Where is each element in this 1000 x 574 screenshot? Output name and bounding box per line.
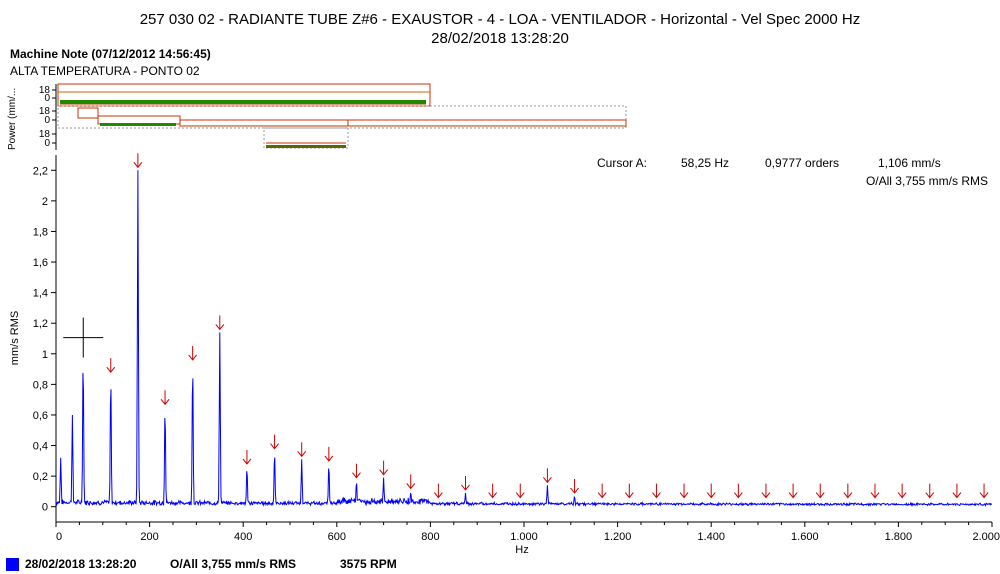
y-tick-label: 1,4 [33,288,48,300]
chart-title: 257 030 02 - RADIANTE TUBE Z#6 - EXAUSTO… [139,11,861,28]
cursor-hz: 58,25 Hz [681,156,730,170]
x-tick-label: 1.600 [791,531,819,543]
legend-footer: 28/02/2018 13:28:20 O/All 3,755 mm/s RMS… [0,554,1000,574]
power-ylabel: Power (mm/... [7,88,18,150]
x-tick-label: 1.000 [510,531,538,543]
power-band-3-fill [266,145,346,148]
series-color-swatch [6,558,19,571]
x-tick-label: 400 [234,531,252,543]
x-tick-label: 2.000 [972,531,1000,543]
legend-rpm: 3575 RPM [340,557,397,571]
y-tick-label: 0,8 [33,379,48,391]
x-tick-label: 1.400 [697,531,725,543]
harmonic-marker-arrow [952,483,962,499]
x-axis-label: Hz [515,544,528,556]
cursor-a-crosshair[interactable] [63,317,104,358]
legend-date: 28/02/2018 13:28:20 [25,557,137,571]
legend-overall: O/All 3,755 mm/s RMS [170,557,297,571]
y-tick-label: 1 [42,349,48,361]
y-tick-label: 0 [42,502,48,514]
power-band-2-box-a [77,107,99,119]
power-tick-label: 0 [44,138,50,149]
cursor-label: Cursor A: [597,156,648,170]
x-tick-label: 1.800 [885,531,913,543]
y-axis-label: mm/s RMS [9,311,21,365]
power-tick-label: 0 [44,115,50,126]
harmonic-marker-arrow [979,483,989,499]
cursor-orders: 0,9777 orders [765,156,840,170]
harmonic-marker-arrow [433,483,443,499]
harmonic-marker-arrow [761,483,771,499]
harmonic-marker-arrow [379,460,388,476]
harmonic-marker-arrow [925,483,935,499]
y-tick-label: 1,8 [33,226,48,238]
harmonic-marker-arrow [133,153,143,169]
power-band-1-fill [60,100,426,104]
harmonic-marker-arrow [897,483,907,499]
harmonic-marker-arrow [652,483,661,499]
chart-subtitle-date: 28/02/2018 13:28:20 [431,30,569,47]
harmonic-marker-arrow [515,483,525,499]
harmonic-marker-arrow [733,483,743,499]
y-tick-label: 0,2 [33,471,48,483]
harmonic-markers [106,153,989,499]
cursor-amplitude: 1,106 mm/s [878,156,941,170]
harmonic-marker-arrow [188,345,198,361]
y-tick-labels: 0 0,2 0,4 0,6 0,8 1 1,2 1,4 1,6 1,8 2 2,2 [33,165,56,514]
harmonic-marker-arrow [870,483,880,499]
power-band-2-fill [100,123,176,126]
y-tick-label: 0,6 [33,410,48,422]
harmonic-marker-arrow [215,315,225,331]
x-tick-label: 1.200 [604,531,632,543]
spectrum-series [55,170,993,508]
power-tick-label: 0 [44,93,50,104]
harmonic-marker-arrow [270,434,279,450]
power-band-2-box-d [347,119,627,127]
machine-note-text: ALTA TEMPERATURA - PONTO 02 [10,64,200,78]
y-tick-label: 2 [42,196,48,208]
harmonic-marker-arrow [297,442,307,458]
harmonic-marker-arrow [843,483,853,499]
harmonic-marker-arrow [543,468,552,484]
harmonic-marker-arrow [406,474,416,490]
harmonic-marker-arrow [624,483,634,499]
power-tick-label: 18 [39,129,51,140]
x-tick-label: 600 [328,531,346,543]
harmonic-marker-arrow [597,483,607,499]
overall-value: O/All 3,755 mm/s RMS [865,174,988,188]
harmonic-marker-arrow [324,446,334,462]
y-tick-label: 1,6 [33,257,48,269]
machine-note-title: Machine Note (07/12/2012 14:56:45) [10,47,211,61]
harmonic-marker-arrow [706,483,716,499]
y-tick-label: 0,4 [33,441,48,453]
x-tick-label: 800 [421,531,439,543]
y-tick-label: 2,2 [33,165,48,177]
x-tick-label: 200 [140,531,158,543]
harmonic-marker-arrow [461,475,470,491]
x-tick-label: 0 [56,531,62,543]
harmonic-marker-arrow [242,449,252,465]
y-tick-label: 1,2 [33,318,48,330]
power-band-2-box-b [97,115,181,125]
harmonic-marker-arrow [160,390,170,406]
harmonic-marker-arrow [815,483,825,499]
harmonic-marker-arrow [788,483,798,499]
power-tick-label: 18 [39,85,51,96]
spectrum-plot: 0 0,2 0,4 0,6 0,8 1 1,2 1,4 1,6 1,8 2 2,2 0 200 400 60… [9,153,1000,556]
x-tick-labels: 0 200 400 600 800 1.000 1.200 1.400 1.600 1.800 2.… [55,522,1000,543]
harmonic-marker-arrow [352,463,361,479]
power-tick-label: 18 [39,106,51,117]
harmonic-marker-arrow [679,483,689,499]
harmonic-marker-arrow [106,358,116,374]
harmonic-marker-arrow [488,483,498,499]
power-band-2-box-c [179,119,349,127]
harmonic-marker-arrow [570,479,579,494]
